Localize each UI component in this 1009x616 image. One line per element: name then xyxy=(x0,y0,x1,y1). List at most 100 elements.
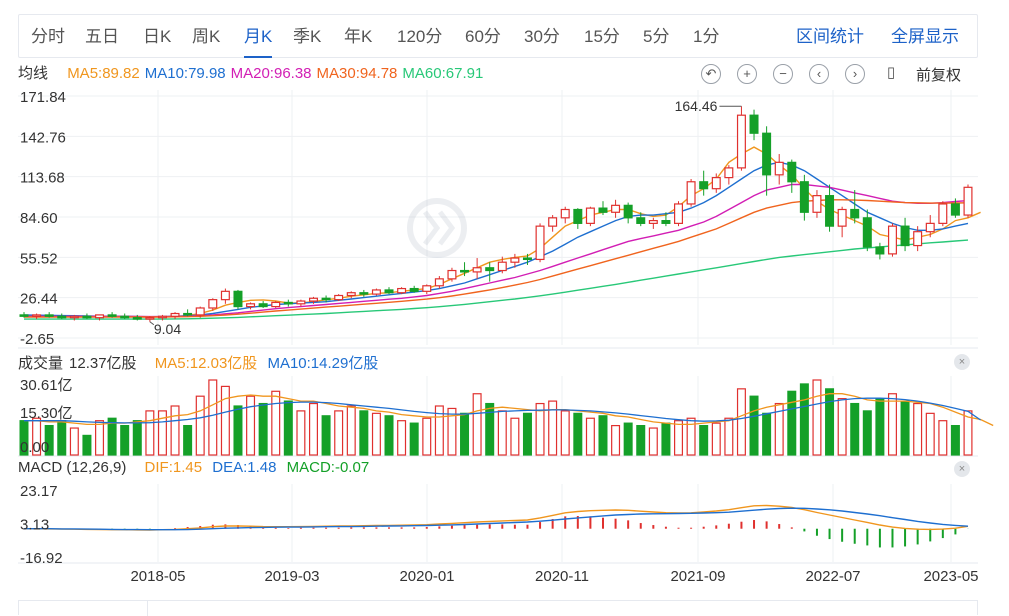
candle-body xyxy=(661,219,671,224)
tab-季K[interactable]: 季K xyxy=(293,27,322,46)
volume-bar xyxy=(233,405,243,456)
candle-body xyxy=(862,217,872,248)
macd-close-icon[interactable]: × xyxy=(954,461,970,477)
tab-周K[interactable]: 周K xyxy=(192,27,221,46)
candle xyxy=(497,256,507,274)
volume-bar xyxy=(749,395,759,456)
candle-body xyxy=(648,219,658,224)
candle-body xyxy=(472,267,482,273)
candle-body xyxy=(195,307,205,316)
candle-body xyxy=(308,297,318,302)
candle-body xyxy=(246,303,256,308)
tab-五日[interactable]: 五日 xyxy=(85,27,119,46)
volume-bar xyxy=(535,402,545,456)
tab-5分[interactable]: 5分 xyxy=(643,27,670,46)
volume-bar xyxy=(120,424,130,456)
candle xyxy=(170,312,180,320)
tab-年K[interactable]: 年K xyxy=(344,27,373,46)
tab-日K[interactable]: 日K xyxy=(143,27,172,46)
volume-close-icon[interactable]: × xyxy=(954,354,970,370)
volume-bar xyxy=(636,424,646,456)
candle xyxy=(107,312,117,318)
tab-分时[interactable]: 分时 xyxy=(31,27,65,46)
volume-bar xyxy=(787,390,797,456)
candle xyxy=(787,159,797,193)
volume-bar xyxy=(132,420,142,456)
adjust-mode-button[interactable]: 前复权 xyxy=(916,67,962,84)
candle-style-icon[interactable]: ▯ xyxy=(886,64,896,81)
candle xyxy=(736,106,746,171)
candle xyxy=(837,206,847,238)
candle xyxy=(434,276,444,289)
candle xyxy=(674,201,684,227)
zoom-in-icon[interactable]: + xyxy=(737,64,757,84)
candle xyxy=(120,313,130,320)
price-tick-label: 171.84 xyxy=(20,89,66,106)
volume-bar xyxy=(145,410,155,456)
undo-icon[interactable]: ↶ xyxy=(701,64,721,84)
price-tick-label: 142.76 xyxy=(20,129,66,146)
volume-bar xyxy=(95,420,105,456)
volume-bar xyxy=(434,405,444,456)
candle xyxy=(57,313,67,320)
candle-body xyxy=(132,317,142,320)
tab-月K[interactable]: 月K xyxy=(244,15,273,58)
candle-body xyxy=(32,314,42,317)
candle-body xyxy=(548,217,558,227)
scroll-left-icon[interactable]: ‹ xyxy=(809,64,829,84)
volume-bar xyxy=(384,415,394,456)
candle xyxy=(510,253,520,268)
price-tick-label: 26.44 xyxy=(20,291,58,308)
candle-body xyxy=(258,303,268,308)
volume-bar xyxy=(938,420,948,456)
zoom-out-icon[interactable]: − xyxy=(773,64,793,84)
scroll-right-icon[interactable]: › xyxy=(845,64,865,84)
candle xyxy=(472,258,482,279)
candle xyxy=(346,291,356,299)
candle-body xyxy=(762,132,772,176)
candle xyxy=(887,223,897,257)
candle xyxy=(925,215,935,238)
fullscreen-link[interactable]: 全屏显示 xyxy=(891,27,959,46)
macd-value: MACD:-0.07 xyxy=(286,459,370,476)
volume-legend: 成交量 12.37亿股 MA5:12.03亿股 MA10:14.29亿股 xyxy=(18,352,384,373)
x-tick-label: 2020-11 xyxy=(535,568,589,585)
volume-bar xyxy=(422,417,432,456)
macd-tick-label: 3.13 xyxy=(20,516,49,533)
candle xyxy=(258,301,268,308)
period-tab-bar: 分时 五日 日K 周K 月K 季K 年K 120分 60分 30分 15分 5分 1分 区间统计 全屏显示 xyxy=(18,14,978,58)
x-tick-label: 2022-07 xyxy=(805,568,860,585)
stats-link[interactable]: 区间统计 xyxy=(796,27,864,46)
candle-body xyxy=(120,315,130,319)
volume-bar xyxy=(837,398,847,456)
volume-bar xyxy=(321,415,331,456)
candle-body xyxy=(321,297,331,301)
candle xyxy=(308,296,318,304)
tab-15分[interactable]: 15分 xyxy=(584,27,620,46)
tab-30分[interactable]: 30分 xyxy=(524,27,560,46)
candle xyxy=(485,262,495,282)
candle-body xyxy=(787,161,797,183)
volume-tick-label: 0.00 xyxy=(20,439,49,456)
candle xyxy=(422,284,432,295)
volume-bar xyxy=(195,395,205,456)
candle xyxy=(283,299,293,307)
tab-120分[interactable]: 120分 xyxy=(397,27,443,46)
x-tick-label: 2023-05 xyxy=(923,568,978,585)
candle xyxy=(598,201,608,216)
tab-1分[interactable]: 1分 xyxy=(693,27,720,46)
candle xyxy=(522,253,532,265)
candle xyxy=(799,174,809,221)
candle xyxy=(913,226,923,252)
price-tick-label: 113.68 xyxy=(20,170,65,187)
ma-legend-item: MA20:96.38 xyxy=(230,65,312,82)
candle xyxy=(611,199,621,218)
volume-bar xyxy=(762,412,772,456)
candle-body xyxy=(560,208,570,219)
macd-dea: DEA:1.48 xyxy=(212,459,277,476)
x-tick-label: 2018-05 xyxy=(130,568,185,585)
tab-60分[interactable]: 60分 xyxy=(465,27,501,46)
volume-bar xyxy=(598,415,608,456)
volume-ma5: MA5:12.03亿股 xyxy=(154,355,258,372)
